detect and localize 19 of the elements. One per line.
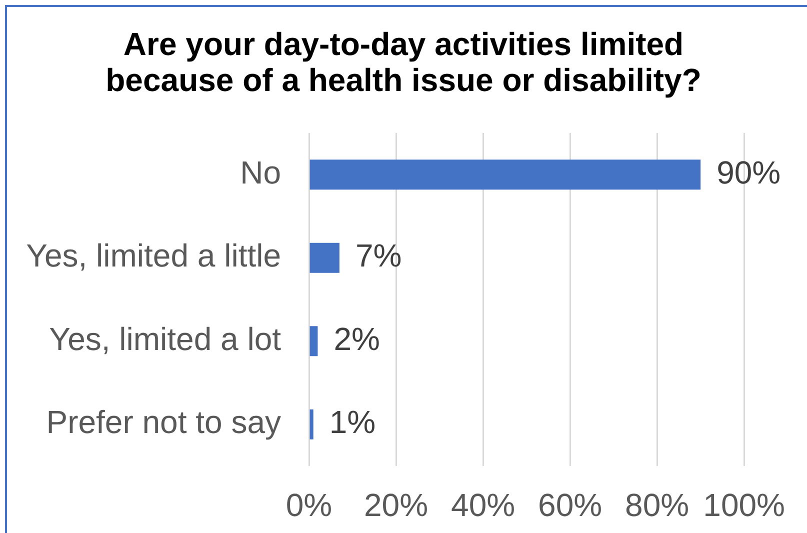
data-label: 7% xyxy=(355,238,402,274)
x-tick-label: 60% xyxy=(538,487,602,524)
y-tick-label: Yes, limited a lot xyxy=(49,320,282,357)
bar xyxy=(310,160,701,190)
data-label: 1% xyxy=(329,404,376,440)
x-tick-label: 80% xyxy=(625,487,690,524)
x-tick-label: 40% xyxy=(451,487,516,524)
bar xyxy=(310,409,314,440)
y-tick-label: No xyxy=(240,154,281,190)
bar xyxy=(310,242,340,273)
data-label: 2% xyxy=(334,320,380,357)
y-tick-label: Prefer not to say xyxy=(46,404,281,440)
x-tick-label: 20% xyxy=(364,487,428,524)
bar xyxy=(310,326,318,356)
y-tick-label: Yes, limited a little xyxy=(26,238,281,274)
x-tick-label: 0% xyxy=(286,487,332,524)
x-tick-label: 100% xyxy=(703,487,785,524)
data-label: 90% xyxy=(716,154,781,190)
chart-title: Are your day-to-day activities limited because of a health issue or disability? xyxy=(104,26,702,98)
